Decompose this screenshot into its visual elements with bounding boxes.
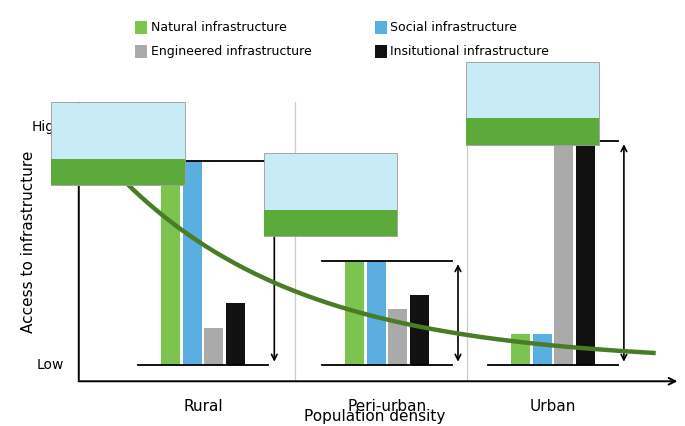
Bar [204, 328, 223, 365]
Text: Low: Low [36, 357, 64, 371]
Bar [388, 309, 407, 365]
Text: Peri-urban: Peri-urban [347, 400, 427, 414]
Bar [226, 303, 245, 365]
Text: Natural infrastructure: Natural infrastructure [151, 21, 286, 34]
Text: Engineered infrastructure: Engineered infrastructure [151, 45, 312, 58]
Bar [554, 141, 573, 365]
Text: Urban: Urban [530, 400, 576, 414]
Text: Insitutional infrastructure: Insitutional infrastructure [390, 45, 549, 58]
Bar [576, 141, 595, 365]
Text: Social infrastructure: Social infrastructure [390, 21, 517, 34]
Text: Population density: Population density [304, 409, 446, 424]
Text: Access to infrastructure: Access to infrastructure [21, 150, 36, 333]
Bar [533, 334, 551, 365]
Bar [511, 334, 530, 365]
Text: Rural: Rural [184, 400, 223, 414]
Bar [345, 261, 364, 365]
Bar [183, 161, 202, 365]
Bar [410, 295, 429, 365]
Text: High: High [32, 121, 64, 134]
Bar [161, 161, 180, 365]
Bar [366, 261, 386, 365]
